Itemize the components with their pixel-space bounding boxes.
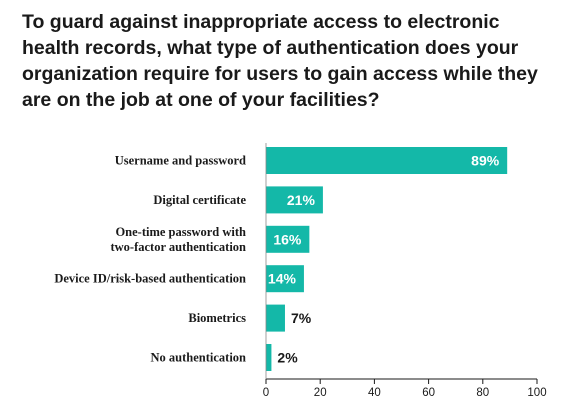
x-tick-label-5: 100	[527, 387, 546, 399]
x-tick-label-1: 20	[314, 387, 327, 399]
chart-title: To guard against inappropriate access to…	[22, 11, 538, 111]
value-label-2: 16%	[273, 231, 302, 247]
x-tick-label-2: 40	[368, 387, 381, 399]
bars-layer	[266, 147, 508, 371]
value-label-0: 89%	[471, 153, 500, 169]
bar-4	[266, 304, 285, 332]
x-tick-label-3: 60	[422, 387, 435, 399]
bar-2	[266, 225, 310, 253]
category-label-5: No authentication	[151, 351, 247, 365]
x-axis: 0 20 40 60 80 100	[263, 143, 547, 399]
value-label-5: 2%	[277, 350, 298, 366]
value-label-3: 14%	[268, 271, 297, 287]
category-label-4: Biometrics	[188, 311, 246, 325]
x-tick-label-4: 80	[476, 387, 489, 399]
category-label-2-line-1: two-factor authentication	[110, 240, 246, 254]
category-label-3: Device ID/risk-based authentication	[54, 272, 246, 286]
value-label-1: 21%	[287, 192, 316, 208]
bar-0	[266, 147, 508, 174]
value-label-4: 7%	[291, 310, 312, 326]
labels-layer: 89% Username and password 21% Digital certi…	[54, 153, 499, 366]
bar-1	[266, 186, 323, 214]
category-label-0: Username and password	[115, 154, 246, 168]
x-tick-label-0: 0	[263, 387, 269, 399]
category-label-2-line-0: One-time password with	[115, 225, 246, 239]
category-label-1: Digital certificate	[153, 193, 246, 207]
bar-5	[266, 344, 272, 371]
bar-3	[266, 265, 304, 293]
